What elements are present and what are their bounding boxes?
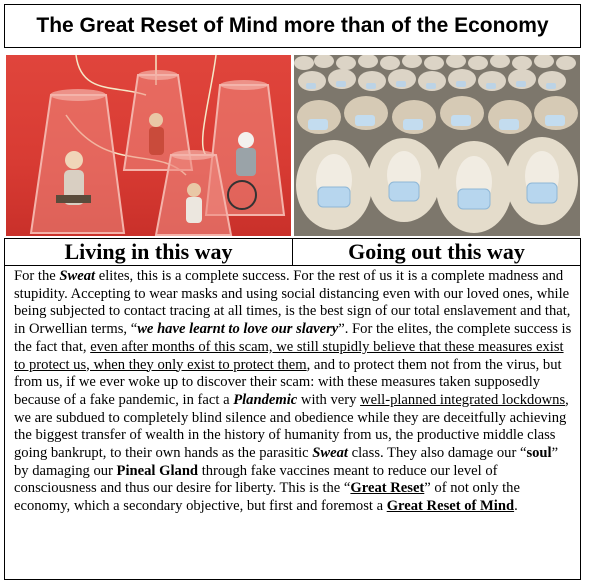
text-span: through fake vaccines meant to reduce ou… (14, 462, 498, 497)
body-text-box: For the Sweat elites, this is a complete… (4, 266, 581, 580)
sheep-flock-drawing (294, 55, 580, 236)
sweat-term: Sweat (312, 445, 348, 462)
caption-right: Going out this way (292, 239, 580, 265)
text-span: ”. For the elites, the complete success … (14, 321, 572, 355)
masked-sheep-photo (294, 55, 580, 236)
isolation-cups-illustration (6, 55, 291, 236)
isolation-cups-drawing (29, 55, 286, 236)
text-span: class. They also damage our “ (347, 445, 527, 462)
text-span: For the (14, 268, 60, 284)
text-span: ” by damaging our (14, 445, 559, 479)
page-title: The Great Reset of Mind more than of the… (4, 4, 581, 48)
slavery-quote: we have learnt to love our slavery (137, 321, 339, 338)
soul-term: soul (526, 445, 552, 462)
great-reset-term: Great Reset (350, 480, 425, 497)
text-span: , and to protect them not from the virus… (14, 356, 562, 408)
text-span: with very (297, 391, 361, 408)
caption-row: Living in this way Going out this way (4, 238, 581, 266)
text-span: ” of not only the economy, which a secon… (14, 480, 520, 515)
sweat-term: Sweat (59, 268, 96, 284)
body-paragraph: For the Sweat elites, this is a complete… (14, 268, 573, 516)
text-span: elites, this is a complete success. For … (14, 268, 571, 338)
underlined-statement: even after months of this scam, we still… (14, 338, 564, 373)
text-span: . (514, 498, 518, 515)
text-span: , we are subdued to completely blind sil… (14, 391, 569, 462)
plandemic-term: Plandemic (233, 391, 298, 408)
caption-left: Living in this way (64, 239, 233, 264)
pineal-gland-term: Pineal Gland (116, 462, 199, 479)
lockdowns-phrase: well-planned integrated lockdowns (360, 391, 566, 408)
great-reset-of-mind-term: Great Reset of Mind (386, 498, 515, 515)
